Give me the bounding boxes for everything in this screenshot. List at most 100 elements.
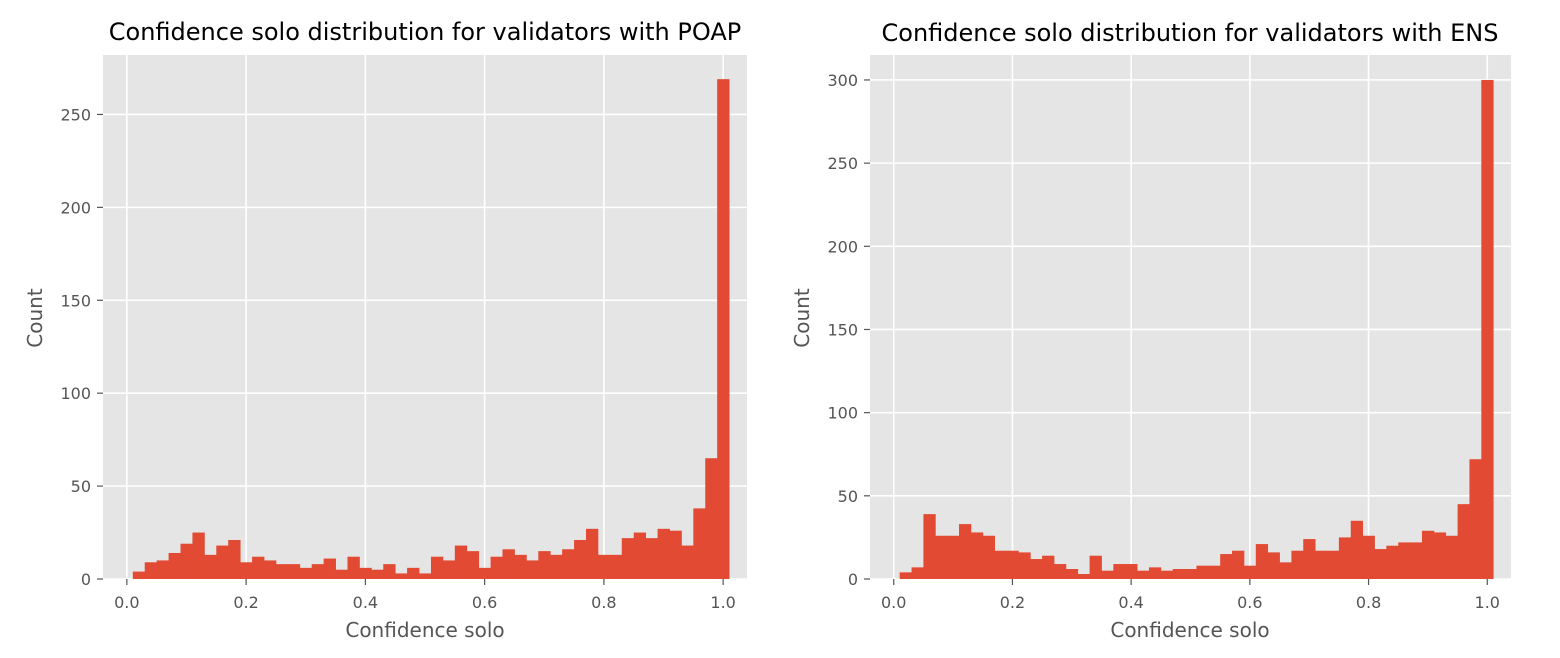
- bar: [287, 564, 301, 579]
- bar: [899, 572, 912, 579]
- bar: [1184, 569, 1197, 579]
- y-axis-label: Count: [23, 288, 47, 348]
- x-tick-label: 0.2: [233, 593, 258, 612]
- bar: [657, 528, 670, 579]
- x-tick-label: 0.2: [1000, 593, 1025, 612]
- bar: [1255, 544, 1269, 579]
- bar: [1113, 564, 1126, 579]
- x-tick-label: 0.0: [881, 593, 906, 612]
- bar: [359, 567, 372, 579]
- bar: [466, 551, 480, 579]
- bar: [1160, 570, 1174, 579]
- plot-area: [870, 55, 1511, 580]
- bar: [574, 539, 587, 579]
- bar: [1374, 549, 1387, 579]
- bar: [395, 573, 408, 579]
- y-tick-label: 250: [60, 105, 91, 124]
- y-tick-label: 0: [81, 570, 91, 589]
- axis-ticks: 0.0 0.2 0.4 0.6 0.8 1.0 0 50 100 150 200 250: [60, 105, 735, 612]
- bar: [1362, 535, 1375, 579]
- bar: [1433, 532, 1447, 579]
- chart-ens-svg: 0.0 0.2 0.4 0.6 0.8 1.0 0 50 100 150 200 250 300 Con…: [790, 19, 1511, 642]
- bar: [264, 560, 277, 579]
- bar: [192, 532, 205, 579]
- bar: [1148, 567, 1162, 579]
- y-tick-label: 300: [827, 71, 858, 90]
- bar: [633, 532, 647, 579]
- y-tick-label: 50: [71, 477, 91, 496]
- bar: [538, 551, 551, 579]
- bar: [1220, 554, 1233, 579]
- bar: [383, 564, 396, 579]
- x-tick-label: 0.8: [1356, 593, 1381, 612]
- bar: [1457, 504, 1470, 579]
- bar: [1421, 530, 1435, 579]
- bar: [478, 567, 491, 579]
- bar: [693, 508, 706, 579]
- bar: [1327, 550, 1340, 579]
- x-tick-label: 1.0: [1475, 593, 1500, 612]
- bar: [1291, 550, 1304, 579]
- bar: [371, 569, 384, 579]
- bar: [935, 535, 948, 579]
- bar: [609, 554, 623, 579]
- histogram-bars: [132, 79, 730, 579]
- y-tick-label: 100: [60, 384, 91, 403]
- bar: [1125, 564, 1138, 579]
- bar: [299, 567, 313, 579]
- bar: [514, 554, 527, 579]
- bar: [1279, 562, 1292, 579]
- histogram-bars: [899, 79, 1494, 579]
- bar: [526, 560, 539, 579]
- plot-background: [103, 55, 747, 579]
- chart-title: Confidence solo distribution for validat…: [882, 19, 1499, 47]
- bar: [911, 567, 924, 579]
- bar: [669, 530, 682, 579]
- bar: [347, 556, 360, 579]
- bar: [407, 567, 420, 579]
- bar: [1018, 552, 1031, 579]
- bar: [490, 556, 503, 579]
- bar: [621, 538, 635, 579]
- bar: [923, 514, 936, 579]
- bar: [550, 554, 563, 579]
- y-tick-label: 200: [827, 237, 858, 256]
- bar: [1481, 79, 1494, 579]
- bar: [323, 558, 336, 579]
- chart-ens: 0.0 0.2 0.4 0.6 0.8 1.0 0 50 100 150 200 250 300 Con…: [780, 0, 1560, 654]
- y-tick-label: 150: [60, 291, 91, 310]
- bar: [1386, 545, 1399, 579]
- bar: [1338, 537, 1352, 579]
- plot-background: [870, 55, 1511, 579]
- bar: [1042, 555, 1055, 579]
- bar: [180, 543, 193, 579]
- bar: [1065, 569, 1079, 579]
- bar: [1030, 559, 1043, 579]
- bar: [1445, 535, 1458, 579]
- bar: [252, 556, 265, 579]
- bar: [1410, 542, 1423, 579]
- x-tick-label: 0.4: [1118, 593, 1143, 612]
- chart-poap-svg: 0.0 0.2 0.4 0.6 0.8 1.0 0 50 100 150 200 250 Confid…: [23, 18, 747, 642]
- bar: [1303, 539, 1316, 579]
- y-tick-label: 100: [827, 404, 858, 423]
- y-tick-label: 200: [60, 198, 91, 217]
- x-axis-label: Confidence solo: [1110, 618, 1269, 642]
- chart-title: Confidence solo distribution for validat…: [109, 18, 741, 46]
- x-tick-label: 0.6: [1237, 593, 1262, 612]
- bar: [216, 545, 229, 579]
- x-tick-label: 0.0: [114, 593, 139, 612]
- bar: [681, 545, 694, 579]
- bar: [144, 562, 158, 579]
- x-tick-label: 0.6: [472, 593, 497, 612]
- chart-poap: 0.0 0.2 0.4 0.6 0.8 1.0 0 50 100 150 200 250 Confid…: [0, 0, 780, 654]
- x-tick-label: 0.4: [353, 593, 378, 612]
- bar: [430, 556, 444, 579]
- bar: [311, 564, 325, 579]
- axis-ticks: 0.0 0.2 0.4 0.6 0.8 1.0 0 50 100 150 200 250 300: [827, 71, 1500, 612]
- bar: [994, 550, 1007, 579]
- bar: [1232, 550, 1245, 579]
- bar: [1172, 569, 1185, 579]
- bar: [1398, 542, 1411, 579]
- bar: [156, 560, 169, 579]
